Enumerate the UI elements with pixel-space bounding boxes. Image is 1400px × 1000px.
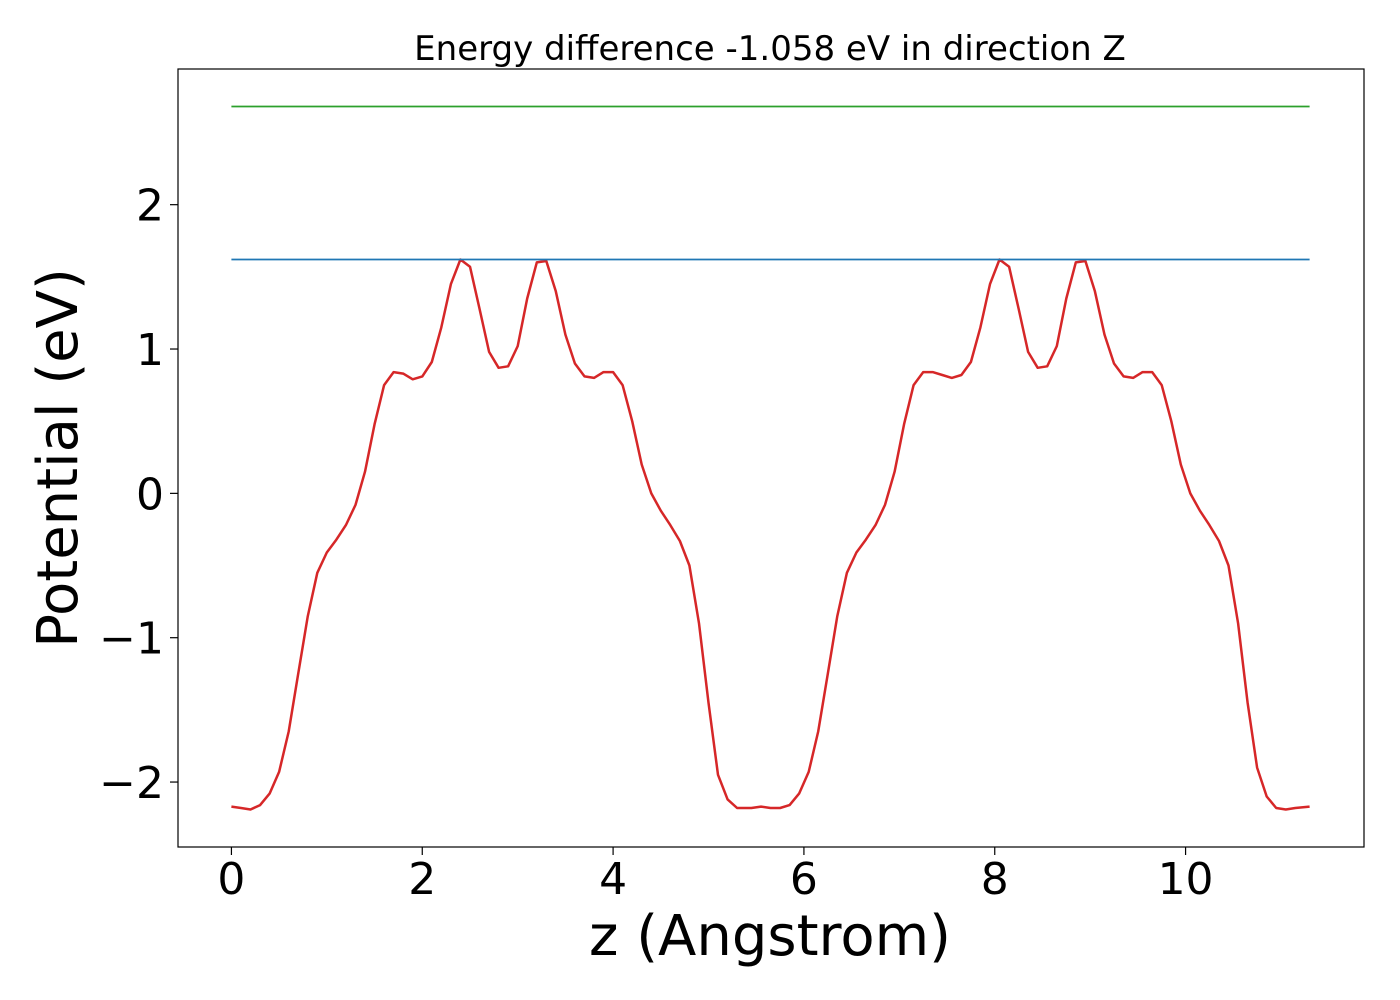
y-axis-label: Potential (eV) [26, 268, 91, 648]
y-axis: −2 −1 0 1 2 [99, 181, 178, 809]
y-tick-label: 1 [136, 325, 164, 376]
y-tick-label: −2 [99, 758, 164, 809]
series-layer [231, 105, 1310, 811]
plot-area-frame [177, 68, 1365, 848]
y-tick-label: −1 [99, 614, 164, 665]
series-line-0 [231, 258, 1310, 811]
x-tick-label: 0 [217, 854, 245, 905]
y-tick-label: 2 [136, 181, 164, 232]
x-tick-label: 6 [790, 854, 818, 905]
y-tick-label: 0 [136, 469, 164, 520]
x-tick-label: 8 [981, 854, 1009, 905]
x-tick-label: 2 [408, 854, 436, 905]
x-tick-label: 4 [599, 854, 627, 905]
x-axis: 0 2 4 6 8 10 [217, 847, 1214, 905]
x-tick-label: 10 [1158, 854, 1214, 905]
chart-title: Energy difference -1.058 eV in direction… [414, 29, 1126, 69]
x-axis-label: z (Angstrom) [589, 904, 951, 969]
